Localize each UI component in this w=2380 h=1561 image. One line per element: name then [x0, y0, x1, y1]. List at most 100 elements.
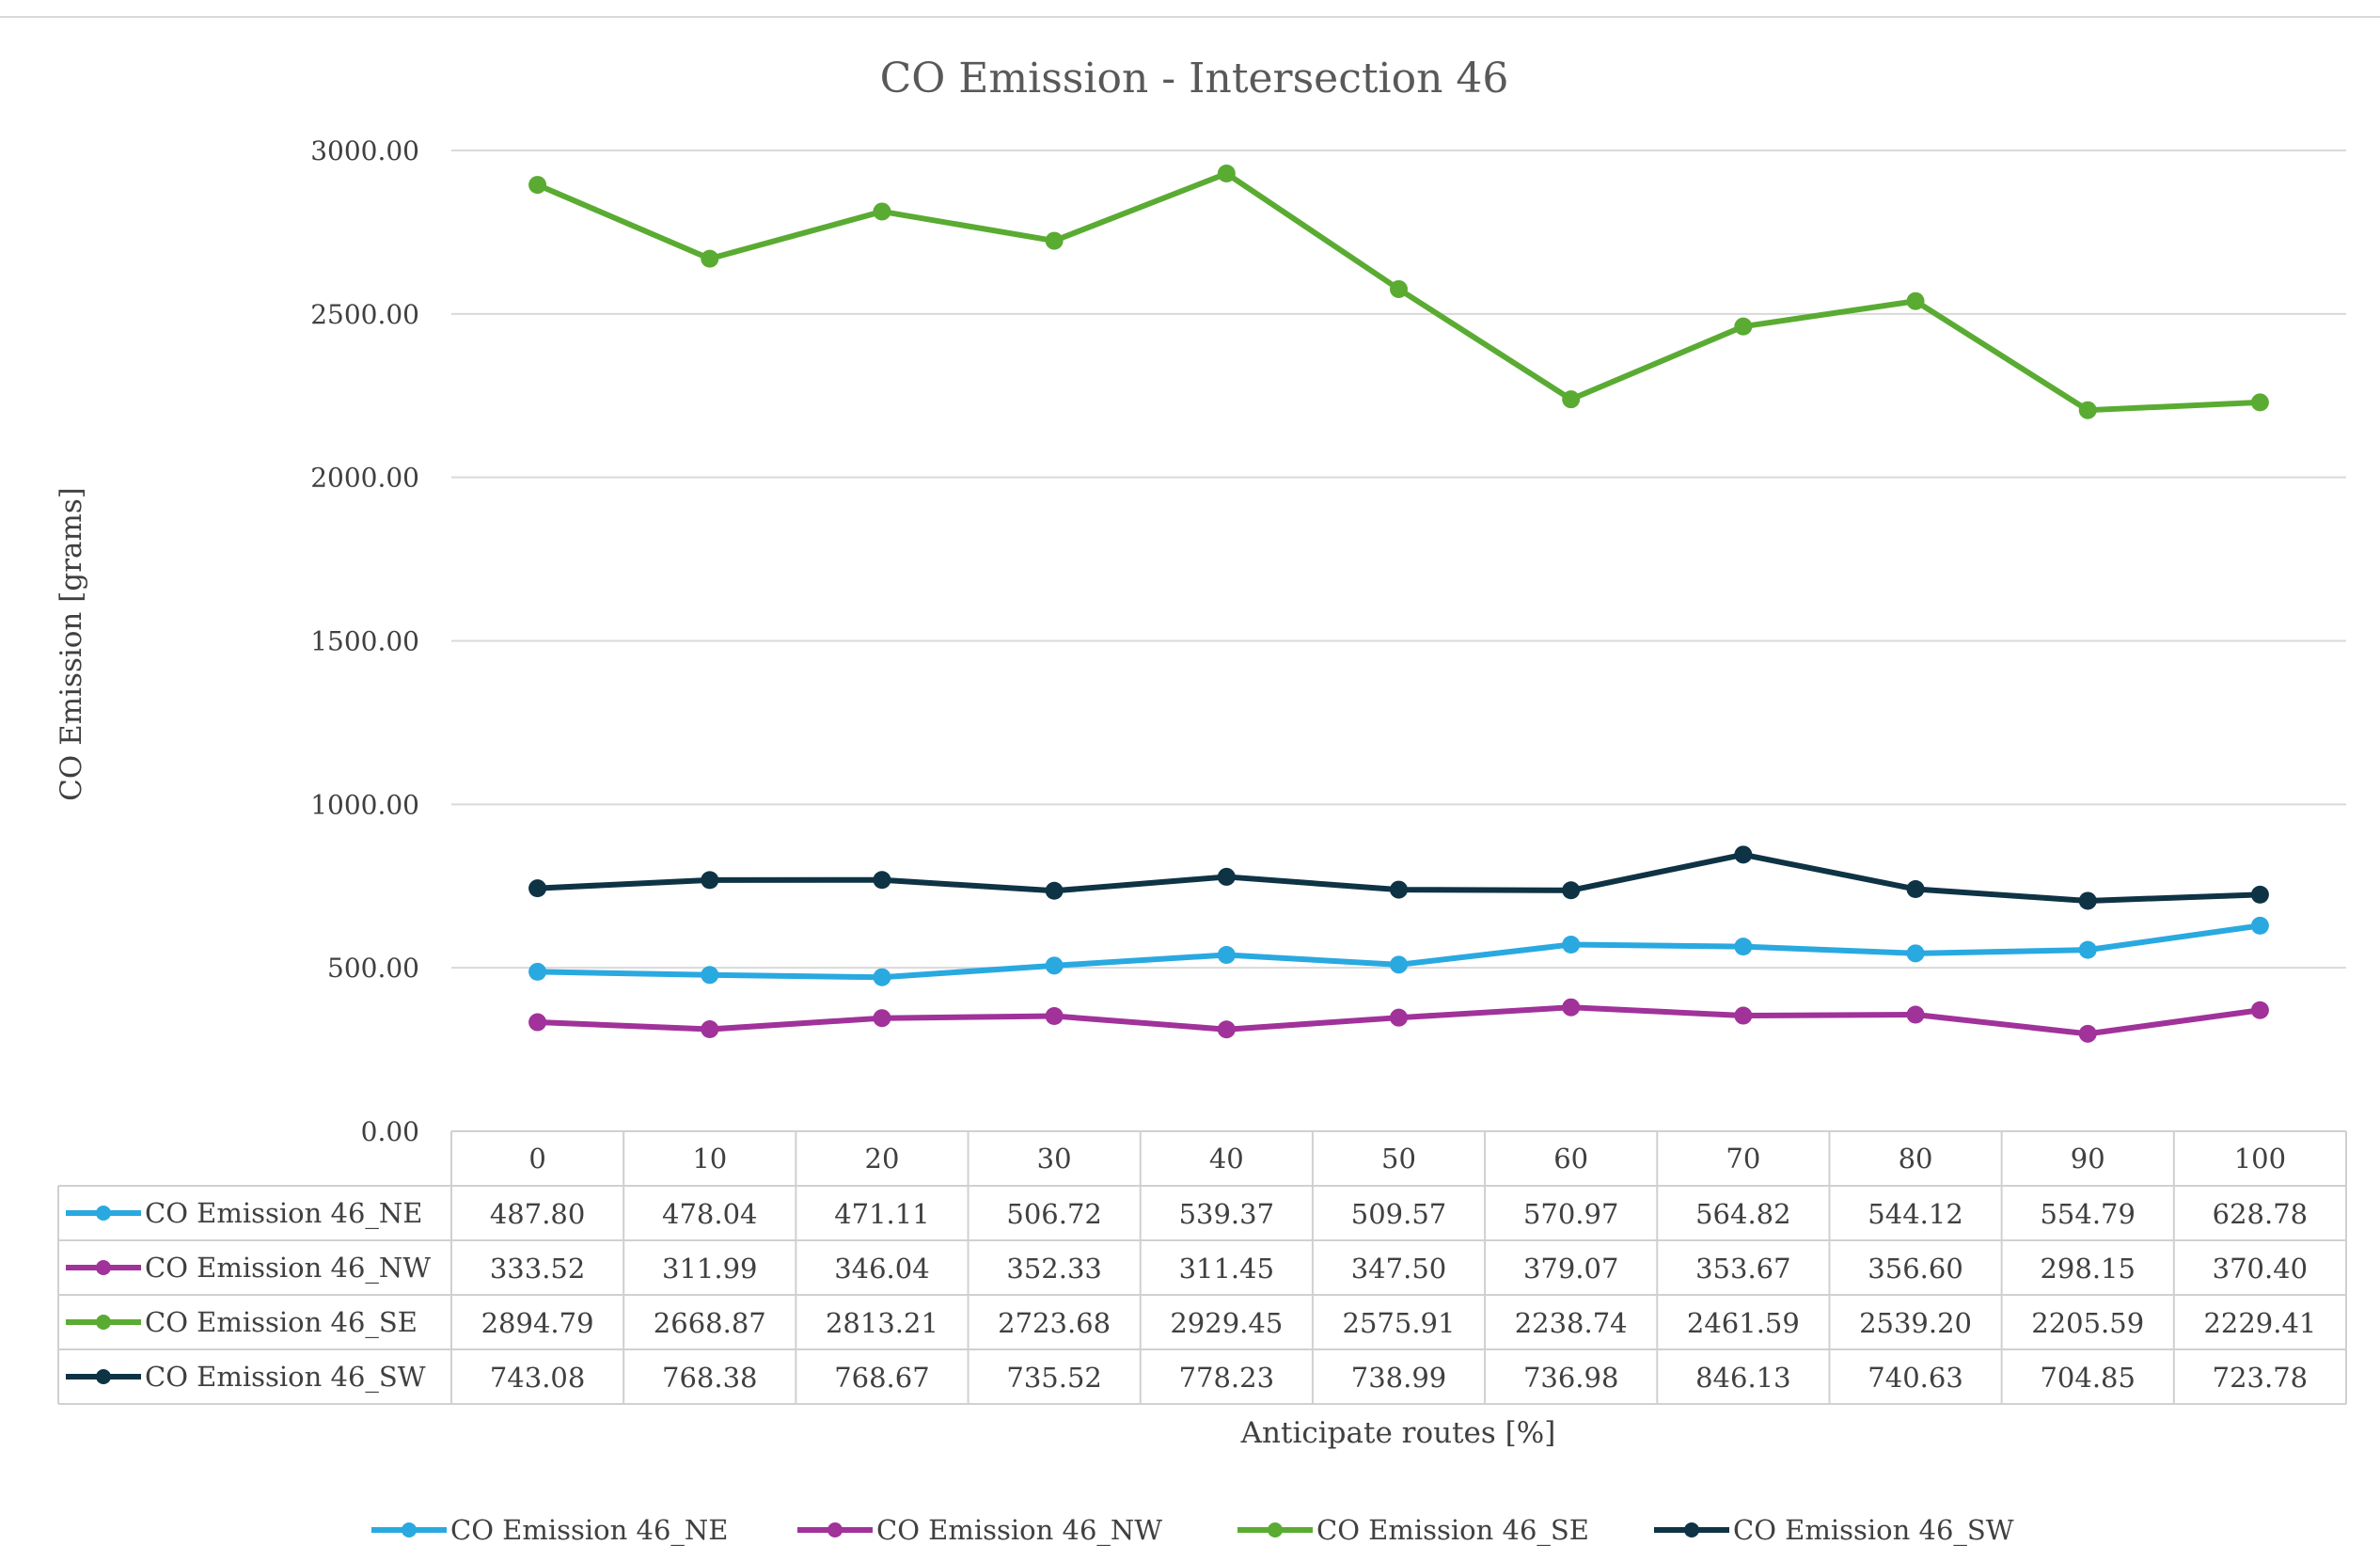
table-cell: 743.08	[490, 1362, 585, 1394]
table-cell: 738.99	[1351, 1362, 1446, 1394]
table-cell: 506.72	[1006, 1198, 1101, 1230]
series-group	[528, 165, 2269, 1043]
data-point	[2078, 891, 2097, 910]
chart-title: CO Emission - Intersection 46	[880, 55, 1509, 102]
y-tick-label: 0.00	[361, 1116, 419, 1147]
table-cell: 2668.87	[654, 1307, 766, 1339]
gridlines	[451, 150, 2346, 970]
y-tick-label: 2500.00	[310, 299, 419, 330]
table-cell: 352.33	[1006, 1253, 1101, 1285]
table-row-label: CO Emission 46_NW	[145, 1252, 431, 1285]
data-point	[873, 871, 891, 890]
data-point	[1906, 944, 1925, 963]
y-tick-label: 3000.00	[310, 135, 419, 166]
data-point	[2078, 940, 2097, 959]
legend-marker	[827, 1522, 843, 1537]
data-point	[528, 879, 547, 898]
table-cell: 2929.45	[1170, 1307, 1283, 1339]
data-point	[1390, 1008, 1408, 1027]
x-tick-label: 40	[1209, 1143, 1244, 1175]
y-tick-label: 2000.00	[310, 463, 419, 494]
x-tick-label: 0	[528, 1143, 545, 1175]
table-cell: 768.67	[834, 1362, 929, 1394]
data-point	[1562, 935, 1581, 954]
table-cell: 471.11	[834, 1198, 929, 1230]
data-point	[1906, 880, 1925, 899]
y-axis-ticks: 0.00 500.00 1000.00 1500.00 2000.00 2500.00 30…	[310, 135, 419, 1147]
y-axis-label: CO Emission [grams]	[55, 487, 88, 801]
data-point	[1045, 956, 1064, 975]
table-legend-marker	[96, 1206, 111, 1221]
data-point	[528, 962, 547, 981]
table-cell: 740.63	[1868, 1362, 1962, 1394]
data-point	[1217, 165, 1236, 183]
data-point	[2078, 401, 2097, 419]
data-point	[873, 1009, 891, 1028]
data-point	[528, 1013, 547, 1032]
data-point	[701, 871, 719, 890]
data-point	[1734, 1006, 1753, 1025]
data-point	[2078, 1024, 2097, 1043]
y-tick-label: 500.00	[327, 953, 419, 984]
table-row-label: CO Emission 46_SW	[145, 1361, 426, 1394]
x-tick-label: 10	[692, 1143, 727, 1175]
table-cell: 2723.68	[998, 1307, 1111, 1339]
data-point	[701, 249, 719, 268]
data-point	[2250, 885, 2269, 904]
table-cell: 846.13	[1695, 1362, 1790, 1394]
x-tick-label: 80	[1899, 1143, 1933, 1175]
x-tick-label: 60	[1553, 1143, 1588, 1175]
table-cell: 509.57	[1351, 1198, 1446, 1230]
data-point	[1217, 945, 1236, 964]
table-cell: 379.07	[1523, 1253, 1618, 1285]
table-legend-marker	[96, 1315, 111, 1330]
data-point	[1390, 279, 1408, 298]
data-point	[701, 966, 719, 985]
table-cell: 768.38	[662, 1362, 757, 1394]
legend-marker	[1684, 1522, 1699, 1537]
table-legend-marker	[96, 1260, 111, 1275]
legend-label: CO Emission 46_NW	[876, 1514, 1162, 1547]
table-cell: 311.99	[662, 1253, 757, 1285]
data-point	[701, 1020, 719, 1039]
table-legend-marker	[96, 1369, 111, 1384]
x-axis-label: Anticipate routes [%]	[1240, 1416, 1556, 1450]
x-tick-label: 50	[1381, 1143, 1416, 1175]
data-point	[1734, 938, 1753, 956]
data-point	[1045, 881, 1064, 900]
data-table: 0 10 20 30 40 50 60 70 80 90 100 CO Emission 46_NE 4…	[57, 1130, 2347, 1405]
table-cell: 723.78	[2213, 1362, 2308, 1394]
x-tick-label: 30	[1037, 1143, 1072, 1175]
legend-label: CO Emission 46_SW	[1733, 1514, 2014, 1547]
table-cell: 298.15	[2040, 1253, 2135, 1285]
table-cell: 2539.20	[1859, 1307, 1972, 1339]
table-cell: 333.52	[490, 1253, 585, 1285]
table-cell: 544.12	[1868, 1198, 1962, 1230]
x-tick-label: 90	[2071, 1143, 2105, 1175]
table-cell: 2461.59	[1687, 1307, 1800, 1339]
table-cell: 778.23	[1179, 1362, 1274, 1394]
data-point	[1217, 867, 1236, 886]
x-tick-label: 20	[865, 1143, 900, 1175]
table-row-label: CO Emission 46_NE	[145, 1197, 422, 1230]
legend-marker	[402, 1522, 417, 1537]
table-cell: 487.80	[490, 1198, 585, 1230]
data-point	[873, 202, 891, 221]
table-cell: 2238.74	[1515, 1307, 1628, 1339]
data-point	[1390, 880, 1408, 899]
table-cell: 704.85	[2040, 1362, 2135, 1394]
legend: CO Emission 46_NE CO Emission 46_NW CO Emi…	[371, 1514, 2014, 1547]
table-cell: 736.98	[1523, 1362, 1618, 1394]
legend-label: CO Emission 46_SE	[1316, 1514, 1589, 1547]
table-cell: 356.60	[1868, 1253, 1962, 1285]
table-cell: 370.40	[2213, 1253, 2308, 1285]
legend-marker	[1268, 1522, 1283, 1537]
table-row-label: CO Emission 46_SE	[145, 1306, 418, 1339]
table-cell: 2205.59	[2031, 1307, 2144, 1339]
data-point	[2250, 1001, 2269, 1019]
data-point	[1045, 1007, 1064, 1026]
table-cell: 347.50	[1351, 1253, 1446, 1285]
data-point	[1045, 231, 1064, 250]
table-cell: 346.04	[834, 1253, 929, 1285]
